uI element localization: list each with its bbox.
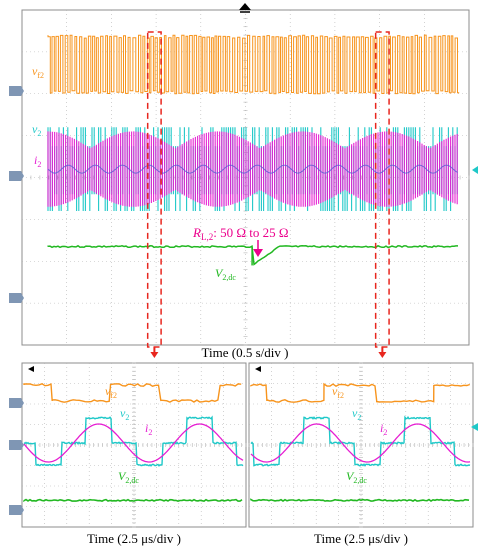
- bottom-left-traces: [23, 383, 244, 503]
- label-i2-br: i2: [380, 421, 387, 437]
- top-traces: [47, 34, 460, 266]
- label-v2-br: v2: [352, 406, 361, 422]
- trace-vf2-top: [47, 34, 460, 95]
- zoom-window-markers: [146, 31, 390, 358]
- bl-ch-marker-3-icon: [9, 505, 24, 515]
- top-xlabel: Time (0.5 s/div ): [202, 345, 289, 360]
- label-v2dc-bl: V2,dc: [118, 469, 139, 485]
- trace-v2dc: [23, 498, 243, 503]
- label-v2-top: v2: [32, 122, 41, 138]
- trace-i2: [250, 423, 471, 463]
- bottom-right-traces: [250, 382, 471, 503]
- ch-marker-3-icon: [9, 293, 24, 303]
- load-step-annotation: RL,2: 50 Ω to 25 Ω: [192, 225, 289, 257]
- ch-right-marker-icon: [472, 166, 478, 174]
- label-vf2-top: vf2: [32, 64, 44, 80]
- bl-arrow-icon: [28, 366, 34, 372]
- label-v2-bl: v2: [120, 406, 129, 422]
- label-vf2-br: vf2: [332, 384, 344, 400]
- trace-vf2: [23, 383, 242, 403]
- bottom-left-scope-panel: [21, 362, 247, 528]
- bottom-right-scope-panel: [248, 362, 474, 528]
- label-v2dc-top: V2,dc: [215, 266, 236, 282]
- label-vf2-bl: vf2: [105, 384, 117, 400]
- trace-v2dc-top: [47, 244, 458, 266]
- load-step-label: RL,2: 50 Ω to 25 Ω: [192, 225, 289, 242]
- ch-marker-2-icon: [9, 171, 24, 181]
- zoom-window-arrow-icon: [150, 352, 159, 358]
- trace-i2: [23, 423, 244, 463]
- trigger-marker-icon: [239, 3, 251, 10]
- trace-v2dc: [250, 498, 470, 503]
- ch-marker-1-icon: [9, 86, 24, 96]
- br-arrow-icon: [255, 366, 261, 372]
- bl-ch-marker-2-icon: [9, 440, 24, 450]
- trace-i2-ripple-top: [47, 164, 458, 174]
- zoom-window-arrow-icon: [378, 352, 387, 358]
- trace-vf2: [250, 382, 471, 403]
- label-v2dc-br: V2,dc: [346, 469, 367, 485]
- bottom-left-xlabel: Time (2.5 μs/div ): [87, 531, 181, 546]
- trace-v2: [23, 415, 244, 467]
- br-ch-right-marker-icon: [471, 423, 478, 431]
- channel-markers: [9, 86, 478, 515]
- bl-ch-marker-1-icon: [9, 398, 24, 408]
- trace-v2: [250, 415, 471, 467]
- load-step-arrow-icon: [253, 249, 263, 257]
- bottom-right-xlabel: Time (2.5 μs/div ): [314, 531, 408, 546]
- top-scope-panel: [21, 9, 470, 346]
- label-i2-top: i2: [34, 153, 41, 169]
- label-i2-bl: i2: [145, 421, 152, 437]
